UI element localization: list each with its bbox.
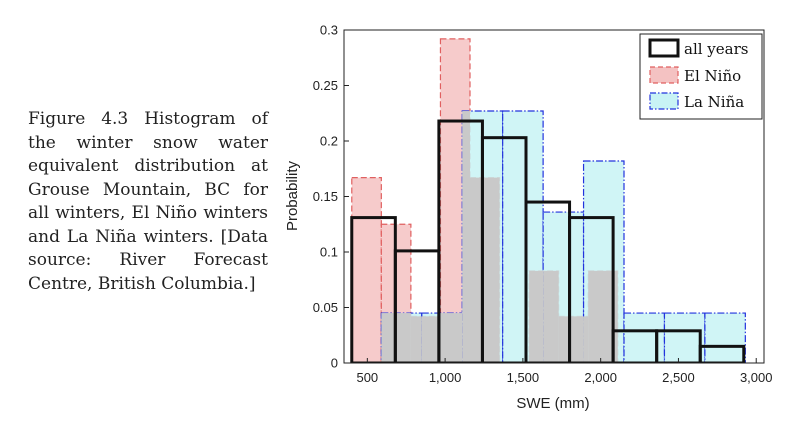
- y-tick-label-0: 0: [331, 356, 338, 371]
- overlap-bar-3-1: [440, 313, 463, 363]
- y-tick-label-1: 0.05: [313, 300, 338, 315]
- el-nino-bar-0: [351, 177, 382, 363]
- x-tick-label-2: 1,500: [507, 370, 540, 385]
- overlap-bar-7-5: [583, 316, 589, 363]
- y-tick-label-4: 0.2: [320, 134, 338, 149]
- legend-swatch-all-years: [648, 38, 680, 58]
- legend-label-all-years: all years: [684, 40, 748, 58]
- overlap-bar-2-1: [421, 316, 441, 363]
- y-tick-label-6: 0.3: [320, 23, 338, 38]
- x-tick-label-4: 2,500: [662, 370, 695, 385]
- overlap-bar-2-0: [410, 316, 422, 363]
- x-tick-label-3: 2,000: [584, 370, 617, 385]
- la-nina-bar-8: [704, 312, 746, 363]
- x-tick-label-0: 500: [356, 370, 378, 385]
- overlap-bar-4-2: [470, 177, 500, 363]
- y-axis-title: Probability: [284, 160, 301, 231]
- overlap-bar-6-3: [529, 270, 544, 363]
- legend-label-la-nina: La Niña: [684, 93, 744, 111]
- overlap-bar-3-2: [462, 111, 470, 363]
- x-tick-label-1: 1,000: [429, 370, 462, 385]
- x-axis-title: SWE (mm): [516, 395, 589, 412]
- figure-caption: Figure 4.3 Histogram of the winter snow …: [28, 109, 268, 294]
- legend-label-el-nino: El Niño: [684, 67, 741, 85]
- la-nina-bar-6: [623, 312, 666, 363]
- x-tick-label-5: 3,000: [740, 370, 773, 385]
- y-tick-label-5: 0.25: [313, 78, 338, 93]
- overlap-bar-6-4: [543, 270, 559, 363]
- legend-swatch-la-nina: [649, 92, 679, 110]
- legend: all years El Niño La Niña: [639, 33, 763, 120]
- y-tick-label-2: 0.1: [320, 245, 338, 260]
- all-years-bar-8: [698, 344, 746, 363]
- y-tick-label-3: 0.15: [313, 189, 338, 204]
- la-nina-bar-7: [663, 312, 706, 363]
- all-years-bar-5: [568, 216, 615, 363]
- overlap-bar-7-4: [558, 316, 584, 363]
- legend-swatch-el-nino: [649, 66, 679, 84]
